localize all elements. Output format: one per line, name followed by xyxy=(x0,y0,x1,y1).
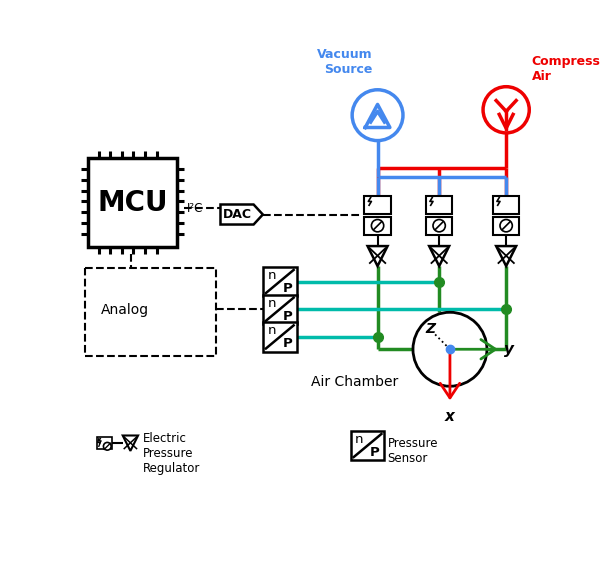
Text: n: n xyxy=(267,324,276,337)
Circle shape xyxy=(413,312,487,386)
Circle shape xyxy=(483,87,529,133)
Text: n: n xyxy=(267,269,276,282)
Text: P: P xyxy=(370,446,380,459)
Text: Vacuum
Source: Vacuum Source xyxy=(318,48,373,76)
Polygon shape xyxy=(122,436,138,451)
Bar xyxy=(263,323,297,352)
Text: P: P xyxy=(282,310,292,323)
Text: DAC: DAC xyxy=(222,208,251,221)
Bar xyxy=(263,267,297,296)
Text: P: P xyxy=(282,282,292,295)
Text: Analog: Analog xyxy=(101,303,149,317)
Bar xyxy=(263,294,297,324)
Text: Electric
Pressure
Regulator: Electric Pressure Regulator xyxy=(143,432,200,475)
Text: n: n xyxy=(355,433,364,446)
Bar xyxy=(364,196,391,214)
Polygon shape xyxy=(221,205,263,225)
Circle shape xyxy=(433,220,445,232)
Polygon shape xyxy=(496,246,516,266)
Circle shape xyxy=(371,220,384,232)
Bar xyxy=(426,196,452,214)
Text: Z: Z xyxy=(425,322,436,336)
Polygon shape xyxy=(429,246,449,266)
Text: x: x xyxy=(445,409,455,424)
Text: I²C: I²C xyxy=(187,202,203,215)
Bar xyxy=(88,158,176,247)
Bar xyxy=(493,217,519,234)
Text: P: P xyxy=(282,337,292,350)
Polygon shape xyxy=(368,246,388,266)
Text: n: n xyxy=(267,297,276,310)
Bar xyxy=(96,437,112,450)
Circle shape xyxy=(104,442,111,450)
Bar xyxy=(351,431,384,460)
Bar xyxy=(426,217,452,234)
Text: Compress
Air: Compress Air xyxy=(531,55,601,83)
Circle shape xyxy=(500,220,512,232)
Bar xyxy=(85,268,216,356)
Bar xyxy=(364,217,391,234)
Text: y: y xyxy=(504,342,514,357)
Circle shape xyxy=(352,90,403,140)
Text: Pressure
Sensor: Pressure Sensor xyxy=(388,437,438,465)
Text: MCU: MCU xyxy=(97,189,168,216)
Bar xyxy=(493,196,519,214)
Text: Air Chamber: Air Chamber xyxy=(311,375,398,388)
